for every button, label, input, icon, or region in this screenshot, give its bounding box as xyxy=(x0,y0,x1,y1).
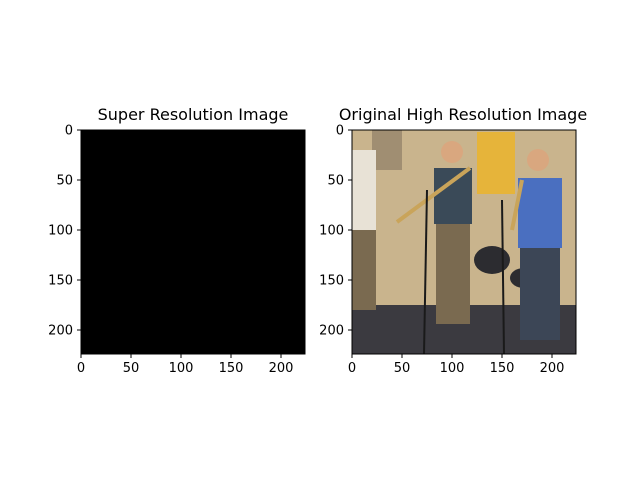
x-tick-label: 150 xyxy=(219,361,244,376)
y-tick-label: 50 xyxy=(56,174,73,189)
original-photo xyxy=(352,130,576,355)
axes-frame-1 xyxy=(80,129,306,355)
photo-trumpet-player-jeans xyxy=(520,248,560,340)
y-tick-label: 0 xyxy=(65,124,73,139)
y-tick-label: 50 xyxy=(327,174,344,189)
x-tick-label: 150 xyxy=(490,361,515,376)
x-tick-label: 0 xyxy=(348,361,356,376)
panel-title-super-resolution: Super Resolution Image xyxy=(97,105,289,124)
x-tick-label: 200 xyxy=(269,361,294,376)
y-tick-label: 150 xyxy=(319,274,344,289)
photo-drum xyxy=(474,246,510,274)
photo-left-person-shirt xyxy=(352,150,376,230)
x-tick-label: 100 xyxy=(440,361,465,376)
photo-trombone-player-pants xyxy=(436,224,470,324)
x-tick-label: 0 xyxy=(77,361,85,376)
photo-trombone-player-shirt xyxy=(434,168,472,224)
y-tick-label: 200 xyxy=(319,324,344,339)
photo-trumpet-player-shirt xyxy=(518,178,562,248)
photo-left-person-pants xyxy=(352,230,376,310)
panel-title-original: Original High Resolution Image xyxy=(338,105,588,124)
y-tick-label: 200 xyxy=(48,324,73,339)
y-tick-label: 0 xyxy=(336,124,344,139)
axes-frame-2 xyxy=(351,129,577,355)
photo-mic-stand-left xyxy=(423,189,428,355)
photo-poster xyxy=(477,132,515,194)
photo-trombone xyxy=(395,166,472,224)
y-tick-label: 100 xyxy=(48,224,73,239)
y-tick-label: 150 xyxy=(48,274,73,289)
photo-trumpet xyxy=(510,179,524,231)
photo-mic-stand-right xyxy=(501,199,505,355)
photo-doorframe xyxy=(372,130,402,170)
y-tick-label: 100 xyxy=(319,224,344,239)
super-resolution-image xyxy=(81,130,305,354)
x-tick-label: 100 xyxy=(169,361,194,376)
photo-trombone-player-head xyxy=(441,141,463,163)
photo-trumpet-player-head xyxy=(527,149,549,171)
x-tick-label: 200 xyxy=(540,361,565,376)
x-tick-label: 50 xyxy=(123,361,140,376)
x-tick-label: 50 xyxy=(394,361,411,376)
